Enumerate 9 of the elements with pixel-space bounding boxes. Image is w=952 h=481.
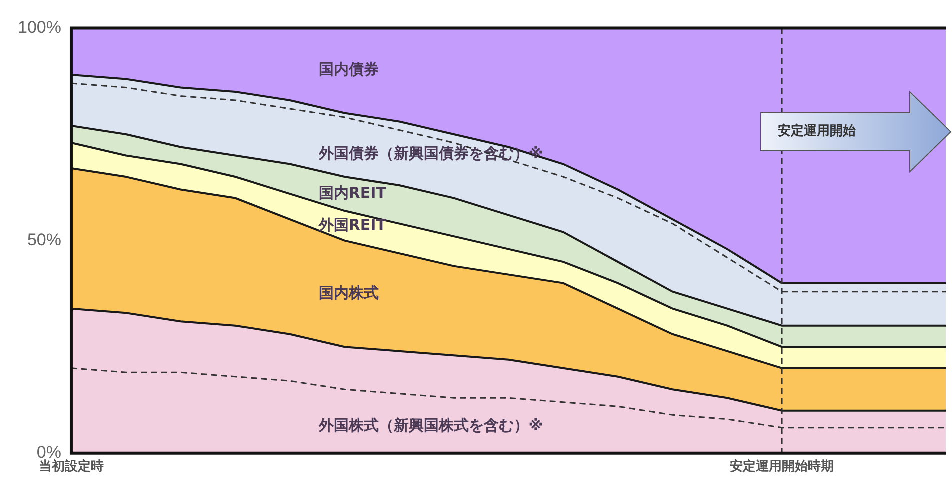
series-label: 国内株式 <box>318 284 379 302</box>
y-tick-label: 100% <box>18 18 62 37</box>
series-label: 国内債券 <box>318 60 379 79</box>
series-label: 国内REIT <box>318 184 388 202</box>
y-tick-label: 50% <box>27 230 62 250</box>
annotation: 安定運用開始 <box>778 122 856 140</box>
series-label: 外国株式（新興国株式を含む）※ <box>318 416 544 435</box>
series-label: 外国REIT <box>318 216 388 234</box>
x-tick-label: 安定運用開始時期 <box>730 458 834 475</box>
